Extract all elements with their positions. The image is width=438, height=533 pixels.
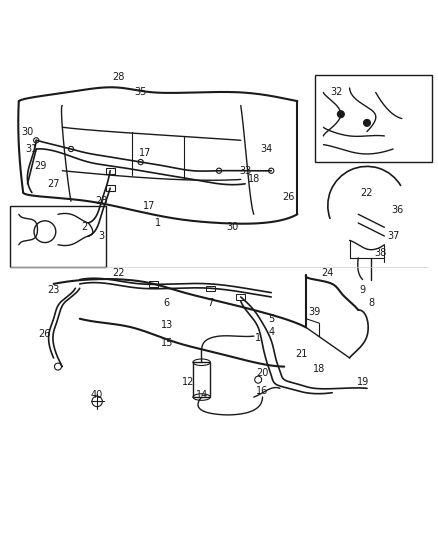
Text: 23: 23 (47, 286, 60, 295)
Bar (106, 185, 115, 191)
Text: 35: 35 (134, 87, 147, 98)
Text: 39: 39 (309, 307, 321, 317)
Text: 19: 19 (357, 377, 369, 387)
Text: 18: 18 (248, 174, 260, 184)
Text: 34: 34 (261, 144, 273, 154)
Text: 22: 22 (113, 268, 125, 278)
Circle shape (337, 111, 344, 118)
Text: 40: 40 (91, 390, 103, 400)
Text: 9: 9 (360, 286, 366, 295)
Bar (206, 286, 215, 291)
Text: 7: 7 (207, 298, 213, 309)
Text: 5: 5 (268, 314, 274, 324)
Text: 17: 17 (139, 148, 151, 158)
Bar (193, 362, 210, 397)
Text: 4: 4 (268, 327, 274, 337)
Text: 2: 2 (81, 222, 87, 232)
Text: 15: 15 (161, 338, 173, 348)
Text: 17: 17 (143, 200, 155, 211)
Bar (315, 75, 432, 162)
Text: 29: 29 (34, 161, 47, 172)
Text: 33: 33 (239, 166, 251, 176)
Text: 37: 37 (387, 231, 399, 241)
Text: 30: 30 (21, 126, 34, 136)
Text: 1: 1 (155, 218, 161, 228)
Text: 13: 13 (161, 320, 173, 330)
Text: 20: 20 (256, 368, 268, 378)
Text: 22: 22 (361, 188, 373, 198)
Text: 27: 27 (47, 179, 60, 189)
Text: 32: 32 (330, 87, 343, 98)
Text: 6: 6 (164, 298, 170, 309)
Bar (10, 206, 106, 266)
Bar (106, 168, 115, 174)
Bar (149, 281, 158, 287)
Text: 21: 21 (296, 349, 308, 359)
Text: 28: 28 (113, 72, 125, 82)
Text: 1: 1 (255, 333, 261, 343)
Text: 12: 12 (182, 377, 195, 387)
Text: 16: 16 (256, 385, 268, 395)
Text: 8: 8 (368, 298, 374, 309)
Text: 36: 36 (391, 205, 403, 215)
Text: 24: 24 (321, 268, 334, 278)
Text: 28: 28 (95, 196, 108, 206)
Text: 14: 14 (195, 390, 208, 400)
Text: 26: 26 (39, 329, 51, 339)
Text: 30: 30 (226, 222, 238, 232)
Text: 31: 31 (26, 144, 38, 154)
Text: 26: 26 (283, 192, 295, 202)
Circle shape (364, 119, 371, 126)
Text: 3: 3 (99, 231, 105, 241)
Text: 18: 18 (313, 364, 325, 374)
Text: 38: 38 (374, 248, 386, 259)
Bar (237, 294, 245, 300)
